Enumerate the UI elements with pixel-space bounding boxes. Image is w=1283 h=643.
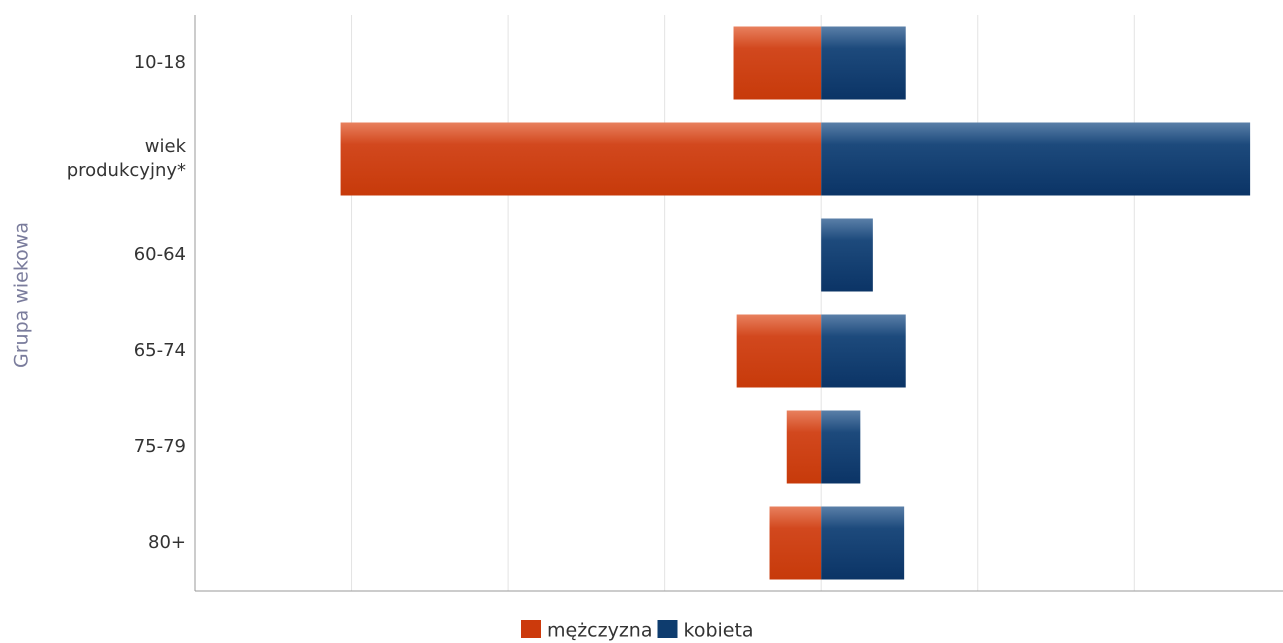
bar	[786, 410, 822, 484]
legend-label: mężczyzna	[547, 620, 653, 642]
bar	[821, 314, 906, 388]
bar	[736, 314, 822, 388]
y-tick-label: 80+	[148, 532, 186, 553]
bar	[340, 122, 822, 196]
y-tick-label: wiek produkcyjny*	[66, 136, 186, 181]
bar	[821, 506, 905, 580]
y-axis-title: Grupa wiekowa	[11, 222, 33, 368]
legend-swatch	[657, 620, 678, 638]
y-tick-label: 10-18	[133, 52, 186, 73]
y-tick-label: 60-64	[133, 244, 186, 265]
bar	[769, 506, 822, 580]
y-tick-label: 65-74	[133, 340, 186, 361]
bar	[821, 410, 861, 484]
y-tick-label: 75-79	[133, 436, 186, 457]
bar	[821, 26, 906, 100]
legend-label: kobieta	[684, 620, 754, 642]
bar	[821, 122, 1251, 196]
bar	[733, 26, 822, 100]
legend-swatch	[521, 620, 541, 638]
bar	[821, 218, 873, 292]
